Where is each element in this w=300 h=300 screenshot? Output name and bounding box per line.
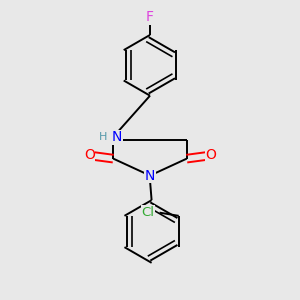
Text: O: O: [84, 148, 95, 162]
Text: N: N: [112, 130, 122, 144]
Text: F: F: [146, 11, 154, 24]
Text: N: N: [145, 169, 155, 183]
Text: Cl: Cl: [141, 206, 154, 219]
Text: O: O: [205, 148, 216, 162]
Text: H: H: [99, 132, 107, 142]
